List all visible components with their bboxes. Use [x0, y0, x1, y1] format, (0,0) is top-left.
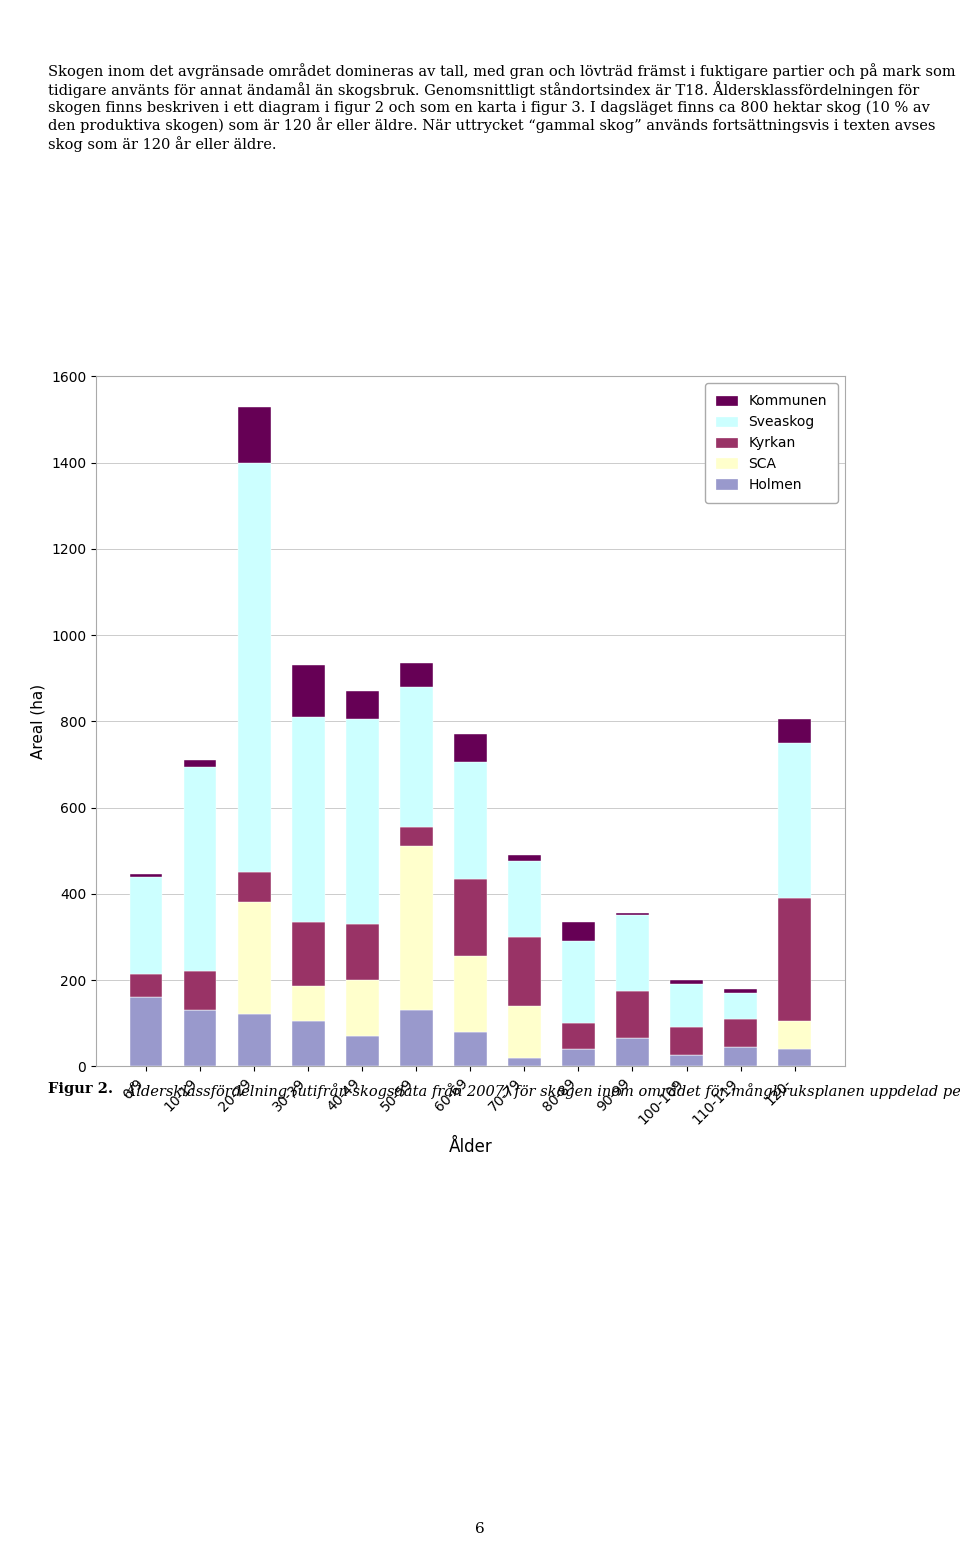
Bar	[347, 1036, 378, 1066]
Bar	[292, 1021, 324, 1066]
Bar	[347, 720, 378, 924]
Bar	[400, 687, 433, 826]
Text: Figur 2.: Figur 2.	[48, 1082, 113, 1096]
Bar	[238, 872, 271, 903]
Bar	[347, 980, 378, 1036]
Bar	[400, 663, 433, 687]
Bar	[130, 877, 162, 974]
Bar	[184, 760, 216, 767]
Bar	[779, 720, 811, 743]
Bar	[292, 665, 324, 717]
Text: 6: 6	[475, 1523, 485, 1535]
Bar	[616, 916, 649, 991]
Bar	[508, 855, 540, 861]
Bar	[616, 1038, 649, 1066]
Bar	[400, 847, 433, 1010]
Text: Skogen inom det avgränsade området domineras av tall, med gran och lövträd främs: Skogen inom det avgränsade området domin…	[48, 63, 955, 152]
Bar	[563, 1024, 594, 1049]
Bar	[779, 898, 811, 1021]
Bar	[238, 406, 271, 463]
Bar	[616, 913, 649, 916]
Bar	[130, 974, 162, 997]
Bar	[725, 1019, 756, 1047]
Bar	[779, 1021, 811, 1049]
Bar	[184, 971, 216, 1010]
Bar	[563, 941, 594, 1024]
Bar	[563, 1049, 594, 1066]
Bar	[454, 762, 487, 878]
Bar	[130, 875, 162, 877]
Bar	[292, 986, 324, 1021]
Bar	[725, 993, 756, 1019]
Bar	[779, 743, 811, 898]
Legend: Kommunen, Sveaskog, Kyrkan, SCA, Holmen: Kommunen, Sveaskog, Kyrkan, SCA, Holmen	[706, 383, 838, 503]
Bar	[508, 1058, 540, 1066]
Bar	[454, 734, 487, 762]
Bar	[454, 956, 487, 1032]
Bar	[400, 826, 433, 847]
Bar	[454, 1032, 487, 1066]
Bar	[508, 861, 540, 938]
Bar	[238, 463, 271, 872]
Bar	[563, 922, 594, 941]
Y-axis label: Areal (ha): Areal (ha)	[31, 684, 45, 759]
Bar	[454, 878, 487, 956]
Bar	[130, 997, 162, 1066]
Bar	[779, 1049, 811, 1066]
Text: Åldersklassfördelning (utifrån skogsdata från 2007) för skogen inom området för : Åldersklassfördelning (utifrån skogsdata…	[121, 1082, 960, 1099]
Bar	[400, 1010, 433, 1066]
Bar	[725, 989, 756, 993]
Bar	[292, 717, 324, 922]
Bar	[347, 924, 378, 980]
Bar	[508, 1007, 540, 1058]
Bar	[292, 922, 324, 986]
Bar	[184, 767, 216, 971]
Bar	[670, 985, 703, 1027]
Bar	[238, 903, 271, 1014]
Bar	[670, 1055, 703, 1066]
X-axis label: Ålder: Ålder	[448, 1138, 492, 1156]
Bar	[238, 1014, 271, 1066]
Bar	[347, 691, 378, 720]
Bar	[616, 991, 649, 1038]
Bar	[184, 1010, 216, 1066]
Bar	[670, 980, 703, 985]
Bar	[508, 938, 540, 1007]
Bar	[725, 1047, 756, 1066]
Bar	[670, 1027, 703, 1055]
